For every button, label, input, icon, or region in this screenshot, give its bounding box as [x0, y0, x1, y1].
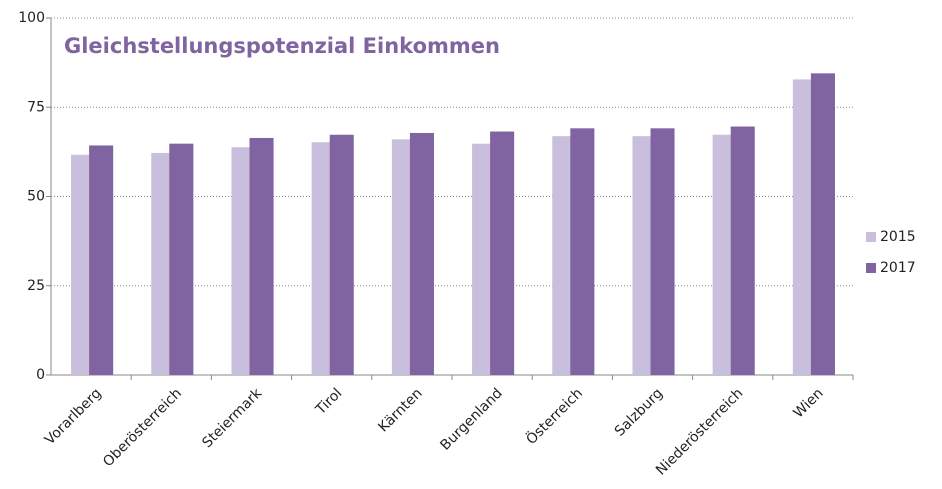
- x-tick-label: Österreich: [522, 384, 586, 448]
- x-tick-label: Kärnten: [375, 385, 425, 435]
- x-tick-label: Salzburg: [612, 385, 666, 439]
- bar: [169, 143, 194, 375]
- legend-label: 2017: [880, 260, 916, 276]
- x-tick-label: Vorarlberg: [42, 385, 105, 448]
- bar: [249, 137, 274, 375]
- x-tick-label: Niederösterreich: [653, 385, 746, 478]
- x-tick-label: Steiermark: [199, 385, 265, 451]
- x-tick-label: Oberösterreich: [100, 385, 185, 470]
- bar: [329, 134, 354, 375]
- y-tick-label: 50: [27, 189, 45, 205]
- bar: [89, 145, 114, 375]
- x-tick-label: Tirol: [312, 385, 345, 418]
- y-tick-label: 75: [27, 99, 45, 115]
- bar: [730, 126, 755, 375]
- legend-label: 2015: [880, 229, 916, 245]
- chart-title: Gleichstellungspotenzial Einkommen: [64, 34, 500, 58]
- legend-swatch: [866, 232, 876, 242]
- y-tick-label: 0: [36, 367, 45, 383]
- legend-swatch: [866, 263, 876, 273]
- x-tick-label: Wien: [791, 385, 827, 421]
- x-tick-label: Burgenland: [437, 385, 505, 453]
- bar: [570, 128, 595, 375]
- bar: [490, 131, 515, 375]
- bar: [810, 73, 835, 376]
- y-tick-label: 100: [18, 10, 45, 26]
- bar: [409, 132, 434, 375]
- y-tick-label: 25: [27, 278, 45, 294]
- bar: [650, 128, 675, 375]
